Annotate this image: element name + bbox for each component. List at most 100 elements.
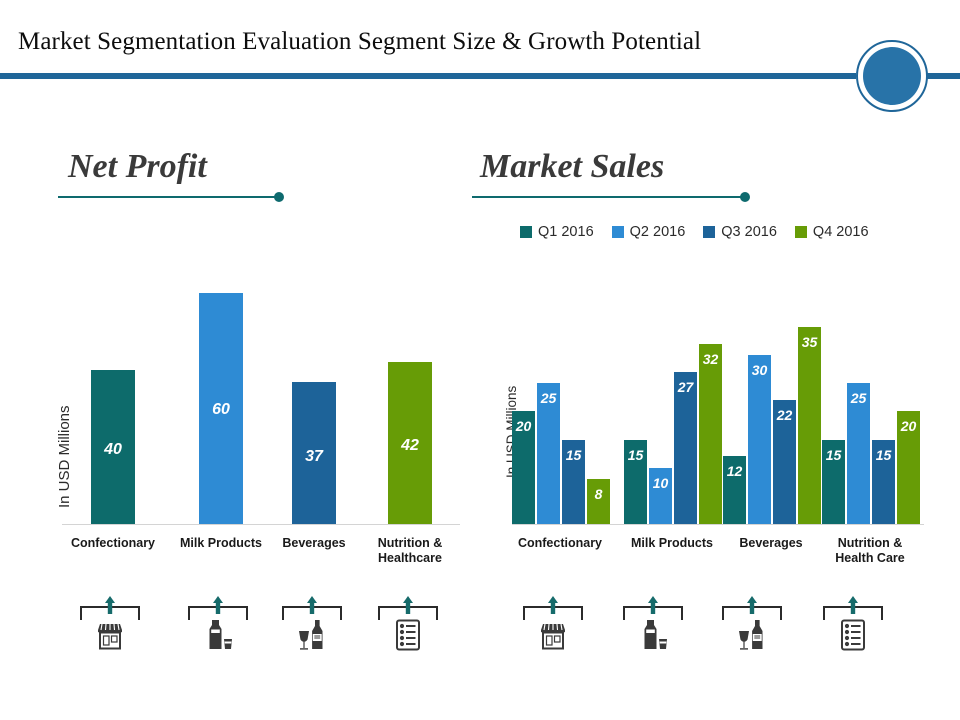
market-sales-underline: [472, 196, 742, 198]
market-sales-chart: 20 25 15 8 15 10 27 32 12 30 22 35 15 25 15 20: [512, 310, 924, 524]
segment-icon-milk-bottle: [613, 596, 693, 654]
page-title: Market Segmentation Evaluation Segment S…: [18, 28, 702, 55]
market-sales-bar[interactable]: 15: [822, 440, 845, 524]
bar-value-label: 15: [627, 447, 644, 463]
market-sales-bar[interactable]: 15: [624, 440, 647, 524]
net-profit-baseline: [62, 524, 460, 525]
legend-swatch-icon: [611, 226, 624, 238]
net-profit-bar[interactable]: 37: [292, 382, 336, 524]
market-sales-bar[interactable]: 32: [699, 344, 722, 524]
legend-label: Q3 2016: [721, 224, 777, 240]
up-arrow-icon: [745, 596, 759, 614]
legend-label: Q2 2016: [629, 224, 686, 240]
net-profit-underline: [58, 196, 276, 198]
up-arrow-icon: [305, 596, 319, 614]
market-sales-bar[interactable]: 15: [562, 440, 585, 524]
bar-value-label: 15: [565, 447, 582, 463]
market-sales-bar[interactable]: 30: [748, 355, 771, 524]
market-sales-dot: [740, 192, 750, 202]
bar-value-label: 35: [801, 334, 818, 350]
bar-value-label: 22: [776, 407, 793, 423]
bar-value-label: 40: [104, 441, 122, 458]
page-header: Market Segmentation Evaluation Segment S…: [0, 0, 960, 112]
bar-value-label: 20: [900, 418, 917, 434]
segment-icon-milk-bottle: [178, 596, 258, 654]
market-sales-bar[interactable]: 25: [847, 383, 870, 524]
market-sales-baseline: [512, 524, 924, 525]
milk-bottle-icon: [637, 618, 669, 652]
bar-value-label: 8: [594, 486, 603, 502]
milk-bottle-icon: [202, 618, 234, 652]
bar-value-label: 15: [875, 447, 892, 463]
market-sales-bar[interactable]: 20: [897, 411, 920, 524]
wine-bottle-glass-icon: [736, 618, 768, 652]
market-sales-bar[interactable]: 27: [674, 372, 697, 524]
net-profit-title: Net Profit: [68, 148, 207, 185]
legend-label: Q4 2016: [812, 224, 869, 240]
net-profit-dot: [274, 192, 284, 202]
legend-item-4[interactable]: Q4 2016: [794, 224, 869, 240]
bar-value-label: 15: [825, 447, 842, 463]
up-arrow-icon: [546, 596, 560, 614]
legend-item-3[interactable]: Q3 2016: [703, 224, 777, 240]
clipboard-list-icon: [392, 618, 424, 652]
bar-value-label: 12: [726, 463, 743, 479]
segment-icon-wine-bottle-glass: [272, 596, 352, 654]
header-rule-right: [924, 73, 960, 79]
segment-icon-clipboard-list: [813, 596, 893, 654]
legend-item-2[interactable]: Q2 2016: [611, 224, 686, 240]
up-arrow-icon: [103, 596, 117, 614]
legend-swatch-icon: [520, 226, 532, 238]
net-profit-bar[interactable]: 40: [91, 370, 135, 524]
segment-icon-clipboard-list: [368, 596, 448, 654]
bar-value-label: 10: [652, 475, 669, 491]
market-sales-bar[interactable]: 12: [723, 456, 746, 524]
category-label: Confectionary: [517, 536, 603, 550]
bar-value-label: 20: [515, 418, 532, 434]
market-sales-legend: Q1 2016 Q2 2016 Q3 2016 Q4 2016: [520, 224, 869, 240]
storefront-icon: [537, 618, 569, 652]
market-sales-bar[interactable]: 10: [649, 468, 672, 524]
bar-value-label: 25: [540, 390, 557, 406]
market-sales-bar[interactable]: 15: [872, 440, 895, 524]
up-arrow-icon: [401, 596, 415, 614]
segment-icon-storefront: [513, 596, 593, 654]
bar-value-label: 30: [751, 362, 768, 378]
legend-item-1[interactable]: Q1 2016: [520, 224, 594, 240]
category-label: Nutrition & Health Care: [835, 536, 905, 566]
storefront-icon: [94, 618, 126, 652]
market-sales-bar[interactable]: 22: [773, 400, 796, 524]
bar-value-label: 32: [702, 351, 719, 367]
market-sales-bar[interactable]: 20: [512, 411, 535, 524]
category-label: Milk Products: [631, 536, 713, 550]
net-profit-bar[interactable]: 42: [388, 362, 432, 524]
category-label: Beverages: [739, 536, 803, 550]
category-label: Beverages: [282, 536, 346, 550]
up-arrow-icon: [646, 596, 660, 614]
segment-icon-wine-bottle-glass: [712, 596, 792, 654]
bar-value-label: 27: [677, 379, 694, 395]
legend-swatch-icon: [703, 226, 716, 238]
net-profit-chart: 40 60 37 42: [62, 270, 462, 524]
net-profit-bar[interactable]: 60: [199, 293, 243, 524]
legend-label: Q1 2016: [538, 224, 594, 240]
market-sales-title: Market Sales: [480, 148, 665, 185]
header-circle-fill: [863, 47, 921, 105]
market-sales-bar[interactable]: 8: [587, 479, 610, 524]
up-arrow-icon: [211, 596, 225, 614]
bar-value-label: 25: [850, 390, 867, 406]
header-rule-left: [0, 73, 856, 79]
market-sales-bar[interactable]: 25: [537, 383, 560, 524]
category-label: Confectionary: [70, 536, 156, 550]
up-arrow-icon: [846, 596, 860, 614]
segment-icon-storefront: [70, 596, 150, 654]
bar-value-label: 60: [212, 401, 230, 418]
market-sales-bar[interactable]: 35: [798, 327, 821, 524]
clipboard-list-icon: [837, 618, 869, 652]
legend-swatch-icon: [794, 226, 807, 238]
category-label: Nutrition & Healthcare: [377, 536, 443, 566]
category-label: Milk Products: [180, 536, 262, 550]
wine-bottle-glass-icon: [296, 618, 328, 652]
bar-value-label: 37: [305, 448, 323, 465]
bar-value-label: 42: [401, 437, 419, 454]
